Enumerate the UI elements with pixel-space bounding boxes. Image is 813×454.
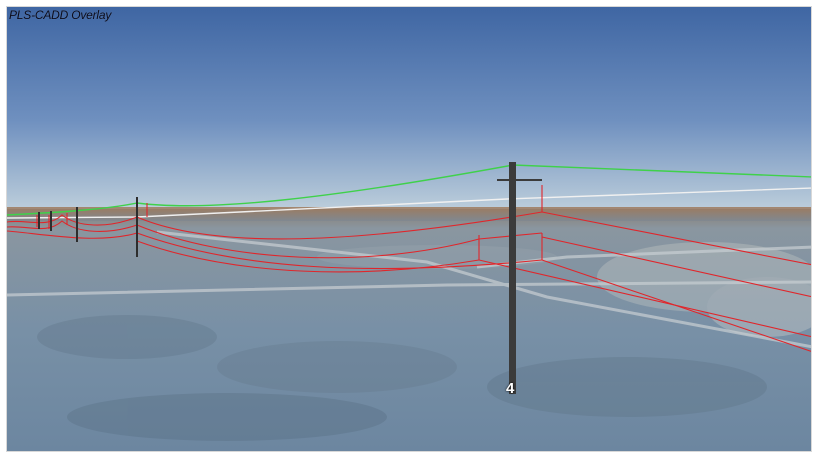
3d-viewport[interactable]: PLS-CADD Overlay 4	[6, 6, 812, 452]
terrain-scene[interactable]	[7, 7, 812, 452]
pole-shaft	[509, 162, 516, 394]
ground	[7, 209, 811, 451]
sky	[7, 7, 811, 213]
structure-4[interactable]	[497, 162, 542, 394]
structure-label: 4	[506, 380, 515, 397]
roads	[7, 230, 811, 349]
overlay-title: PLS-CADD Overlay	[9, 8, 112, 22]
reference-line	[7, 187, 811, 219]
horizon-band	[7, 207, 811, 221]
distant-poles	[38, 197, 138, 257]
shield-wire	[7, 164, 811, 216]
terrain-texture	[37, 242, 811, 441]
